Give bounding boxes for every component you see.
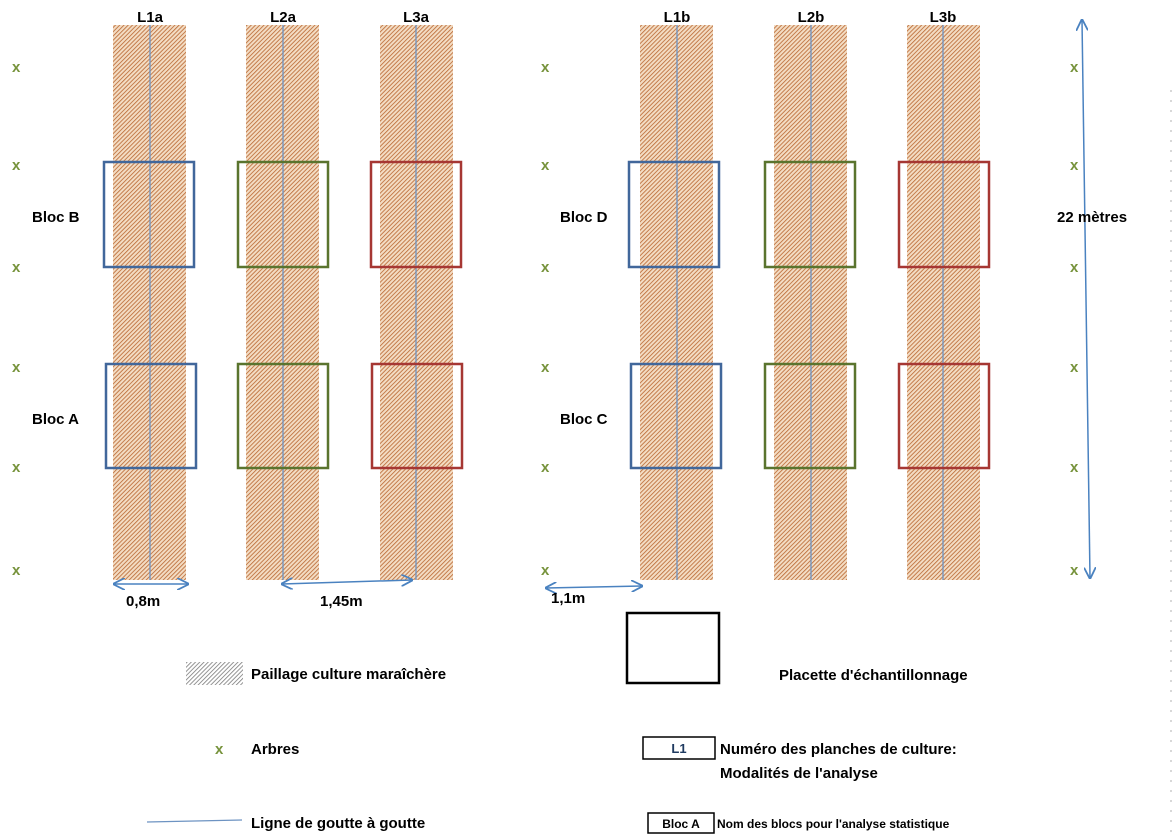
legend-plot-label: Placette d'échantillonnage	[779, 667, 968, 684]
tree-marker: x	[1070, 562, 1079, 579]
bed-label-l1a: L1a	[137, 9, 164, 26]
bed-label-l1b: L1b	[664, 9, 691, 26]
legend-bed-desc-line2: Modalités de l'analyse	[720, 765, 878, 782]
tree-marker: x	[12, 259, 21, 276]
plot-l2a-bloc-b	[236, 160, 330, 269]
plot-l3a-bloc-b	[369, 160, 463, 269]
legend-tree-symbol: x	[215, 741, 224, 758]
legend-drip-line	[146, 819, 243, 823]
plot-l3b-bloc-c	[897, 362, 991, 470]
block-label-a: Bloc A	[32, 411, 79, 428]
bed-width-label: 0,8m	[126, 593, 160, 610]
tree-marker: x	[12, 157, 21, 174]
plot-l2a-bloc-a	[236, 362, 330, 470]
tree-marker: x	[12, 459, 21, 476]
block-label-d: Bloc D	[560, 209, 608, 226]
legend-mulch-label: Paillage culture maraîchère	[251, 666, 446, 683]
tree-marker: x	[12, 562, 21, 579]
legend-block-code: Bloc A	[662, 817, 700, 831]
bed-label-l3a: L3a	[403, 9, 430, 26]
legend-trees-label: Arbres	[251, 741, 299, 758]
tree-marker: x	[12, 359, 21, 376]
legend-plot-swatch	[625, 611, 721, 685]
bed-spacing-label: 1,45m	[320, 593, 363, 610]
bed-label-l2b: L2b	[798, 9, 825, 26]
bed-label-l3b: L3b	[930, 9, 957, 26]
block-label-b: Bloc B	[32, 209, 80, 226]
tree-marker: x	[1070, 259, 1079, 276]
legend-drip-label: Ligne de goutte à goutte	[251, 815, 425, 832]
legend-bed-desc-line1: Numéro des planches de culture:	[720, 741, 957, 758]
legend-block-code-box	[647, 812, 715, 834]
block-label-c: Bloc C	[560, 411, 608, 428]
tree-marker: x	[1070, 459, 1079, 476]
tree-marker: x	[541, 562, 550, 579]
plot-l1b-bloc-d	[627, 160, 721, 269]
plot-l2b-bloc-d	[763, 160, 857, 269]
edge-spacing-arrow	[546, 586, 642, 588]
tree-marker: x	[541, 157, 550, 174]
plot-l1a-bloc-a	[104, 362, 198, 470]
tree-marker: x	[1070, 359, 1079, 376]
plot-l1a-bloc-b	[102, 160, 196, 269]
legend-block-desc: Nom des blocs pour l'analyse statistique	[717, 817, 950, 831]
tree-marker: x	[12, 59, 21, 76]
bed-label-l2a: L2a	[270, 9, 297, 26]
tree-marker: x	[1070, 157, 1079, 174]
tree-marker: x	[541, 359, 550, 376]
plot-l1b-bloc-c	[629, 362, 723, 470]
tree-marker: x	[1070, 59, 1079, 76]
legend-bed-code: L1	[671, 741, 686, 756]
plot-l2b-bloc-c	[763, 362, 857, 470]
bed-spacing-arrow	[282, 580, 412, 584]
tree-marker: x	[541, 59, 550, 76]
tree-marker: x	[541, 259, 550, 276]
edge-spacing-label: 1,1m	[551, 590, 585, 607]
length-dimension-label: 22 mètres	[1057, 209, 1127, 226]
tree-marker: x	[541, 459, 550, 476]
legend-bed-code-box	[642, 736, 716, 760]
plot-l3b-bloc-d	[897, 160, 991, 269]
legend-mulch-swatch	[186, 662, 243, 685]
length-dimension-arrow	[1082, 20, 1090, 578]
plot-l3a-bloc-a	[370, 362, 464, 470]
